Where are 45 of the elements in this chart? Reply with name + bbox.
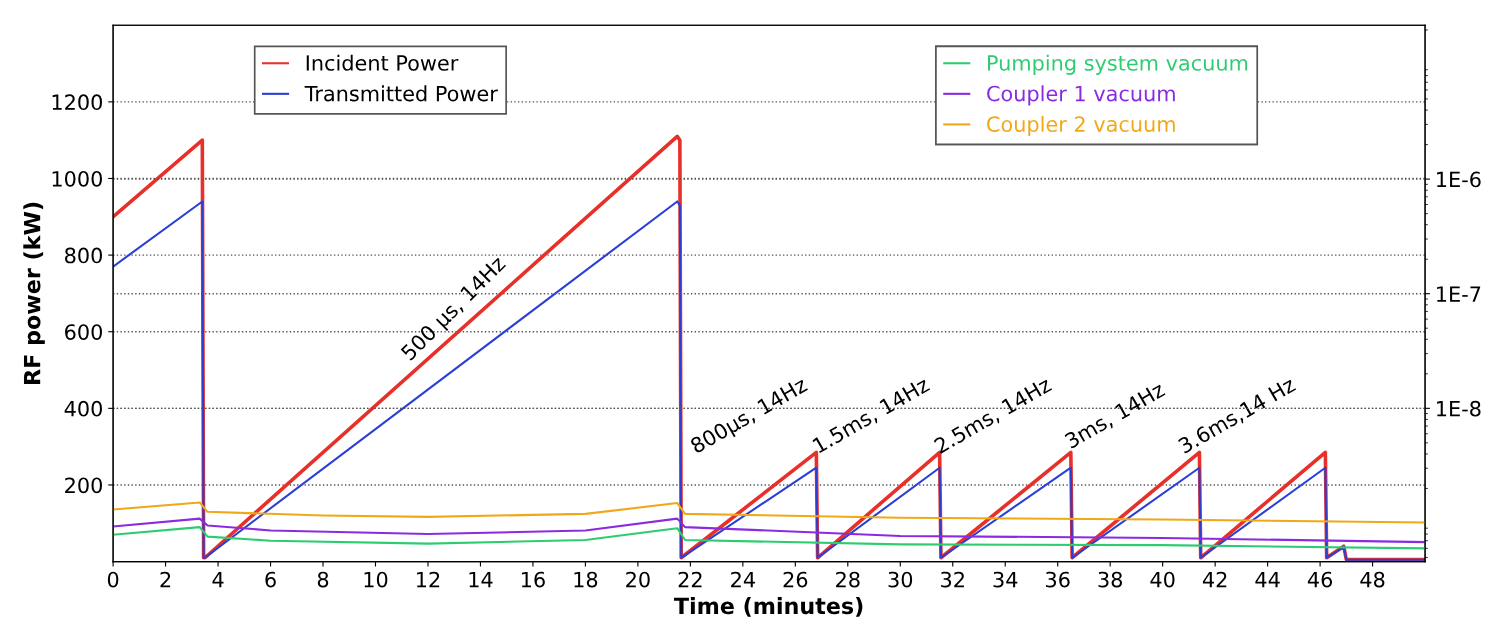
x-tick-label: 44 — [1255, 571, 1280, 588]
y-tick-label: 400 — [64, 400, 102, 417]
line-series — [113, 501, 1426, 524]
x-tick-label: 10 — [364, 571, 388, 588]
y-tick-label: 200 — [65, 477, 102, 494]
y-axis-title: RF power (kW) — [23, 202, 45, 384]
legend-label: Transmitted Power — [304, 85, 498, 102]
x-tick-label: 6 — [265, 571, 276, 588]
line-series — [113, 526, 1426, 550]
x-tick-label: 16 — [521, 571, 545, 588]
legend-label: Incident Power — [306, 54, 459, 71]
legend-label: Pumping system vacuum — [987, 54, 1248, 75]
y-tick-label: 800 — [65, 247, 102, 264]
x-axis-title: Time (minutes) — [673, 597, 863, 617]
x-tick-label: 28 — [836, 571, 860, 588]
x-tick-label: 30 — [888, 571, 913, 588]
x-tick-label: 2 — [160, 571, 171, 588]
x-tick-label: 4 — [212, 571, 224, 588]
x-tick-label: 38 — [1098, 571, 1123, 588]
legend-label: Coupler 1 vacuum — [987, 85, 1175, 106]
y-tick-label: 1200 — [52, 94, 102, 111]
x-tick-label: 46 — [1307, 571, 1333, 588]
annotation: 3ms, 14Hz — [1064, 381, 1167, 451]
x-tick-label: 34 — [993, 571, 1018, 588]
x-tick-label: 14 — [469, 571, 493, 588]
x-tick-label: 0 — [107, 571, 119, 588]
x-tick-label: 24 — [731, 571, 755, 588]
y2-tick-label: 1E-6 — [1437, 171, 1481, 188]
x-tick-label: 12 — [417, 571, 440, 588]
y-tick-label: 600 — [65, 324, 102, 340]
y2-tick-label: 1E-8 — [1437, 400, 1481, 417]
x-tick-label: 42 — [1202, 571, 1227, 588]
x-tick-label: 32 — [941, 571, 964, 588]
y2-tick-label: 1E-7 — [1437, 286, 1481, 302]
x-tick-label: 8 — [317, 571, 329, 588]
x-tick-label: 22 — [678, 571, 702, 588]
x-tick-label: 36 — [1046, 571, 1070, 588]
x-tick-label: 48 — [1360, 571, 1385, 588]
x-tick-label: 40 — [1150, 571, 1175, 588]
x-tick-label: 20 — [626, 571, 650, 588]
line-series — [113, 517, 1426, 544]
y-tick-label: 1000 — [52, 170, 102, 187]
legend-label: Coupler 2 vacuum — [987, 115, 1175, 137]
x-tick-label: 18 — [574, 571, 598, 588]
x-tick-label: 26 — [783, 571, 808, 588]
